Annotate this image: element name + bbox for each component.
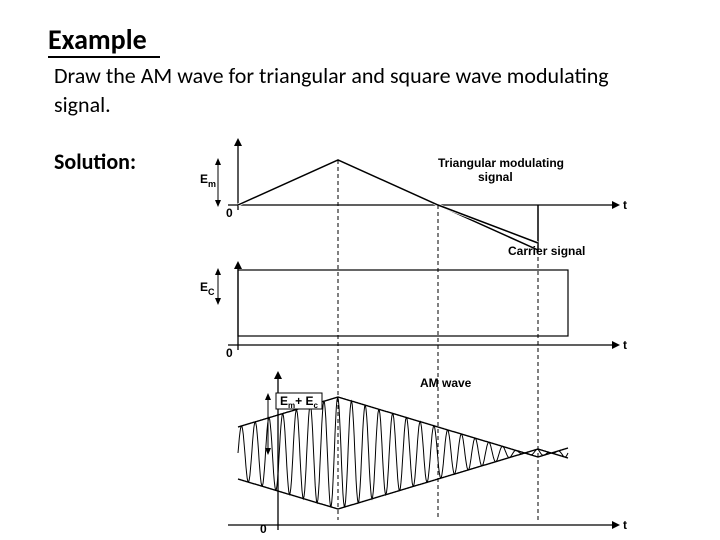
am-figure: Em 0 t Triangular modulating signal EC 0…	[188, 135, 658, 535]
problem-text: Draw the AM wave for triangular and squa…	[54, 62, 654, 119]
svg-text:t: t	[623, 518, 627, 532]
svg-text:Triangular modulating: Triangular modulating	[438, 156, 564, 170]
svg-text:t: t	[623, 338, 627, 352]
svg-text:0: 0	[226, 206, 233, 220]
svg-text:EC: EC	[200, 280, 215, 297]
svg-text:0: 0	[226, 346, 233, 360]
triangular-panel: Em 0 t Triangular modulating signal	[200, 138, 627, 520]
svg-text:Carrier signal: Carrier signal	[508, 244, 585, 258]
svg-text:AM wave: AM wave	[420, 376, 472, 390]
svg-text:Em: Em	[200, 172, 216, 189]
svg-text:Em+ Ec: Em+ Ec	[280, 394, 319, 410]
svg-text:0: 0	[260, 522, 267, 535]
heading-underline	[48, 56, 160, 58]
example-heading: Example	[48, 22, 147, 57]
solution-label: Solution:	[54, 148, 136, 175]
svg-text:signal: signal	[478, 170, 513, 184]
svg-text:t: t	[623, 198, 627, 212]
carrier-panel: EC 0 t Carrier signal	[200, 244, 627, 360]
am-panel: Em+ Ec 0 t AM wave	[228, 371, 627, 535]
